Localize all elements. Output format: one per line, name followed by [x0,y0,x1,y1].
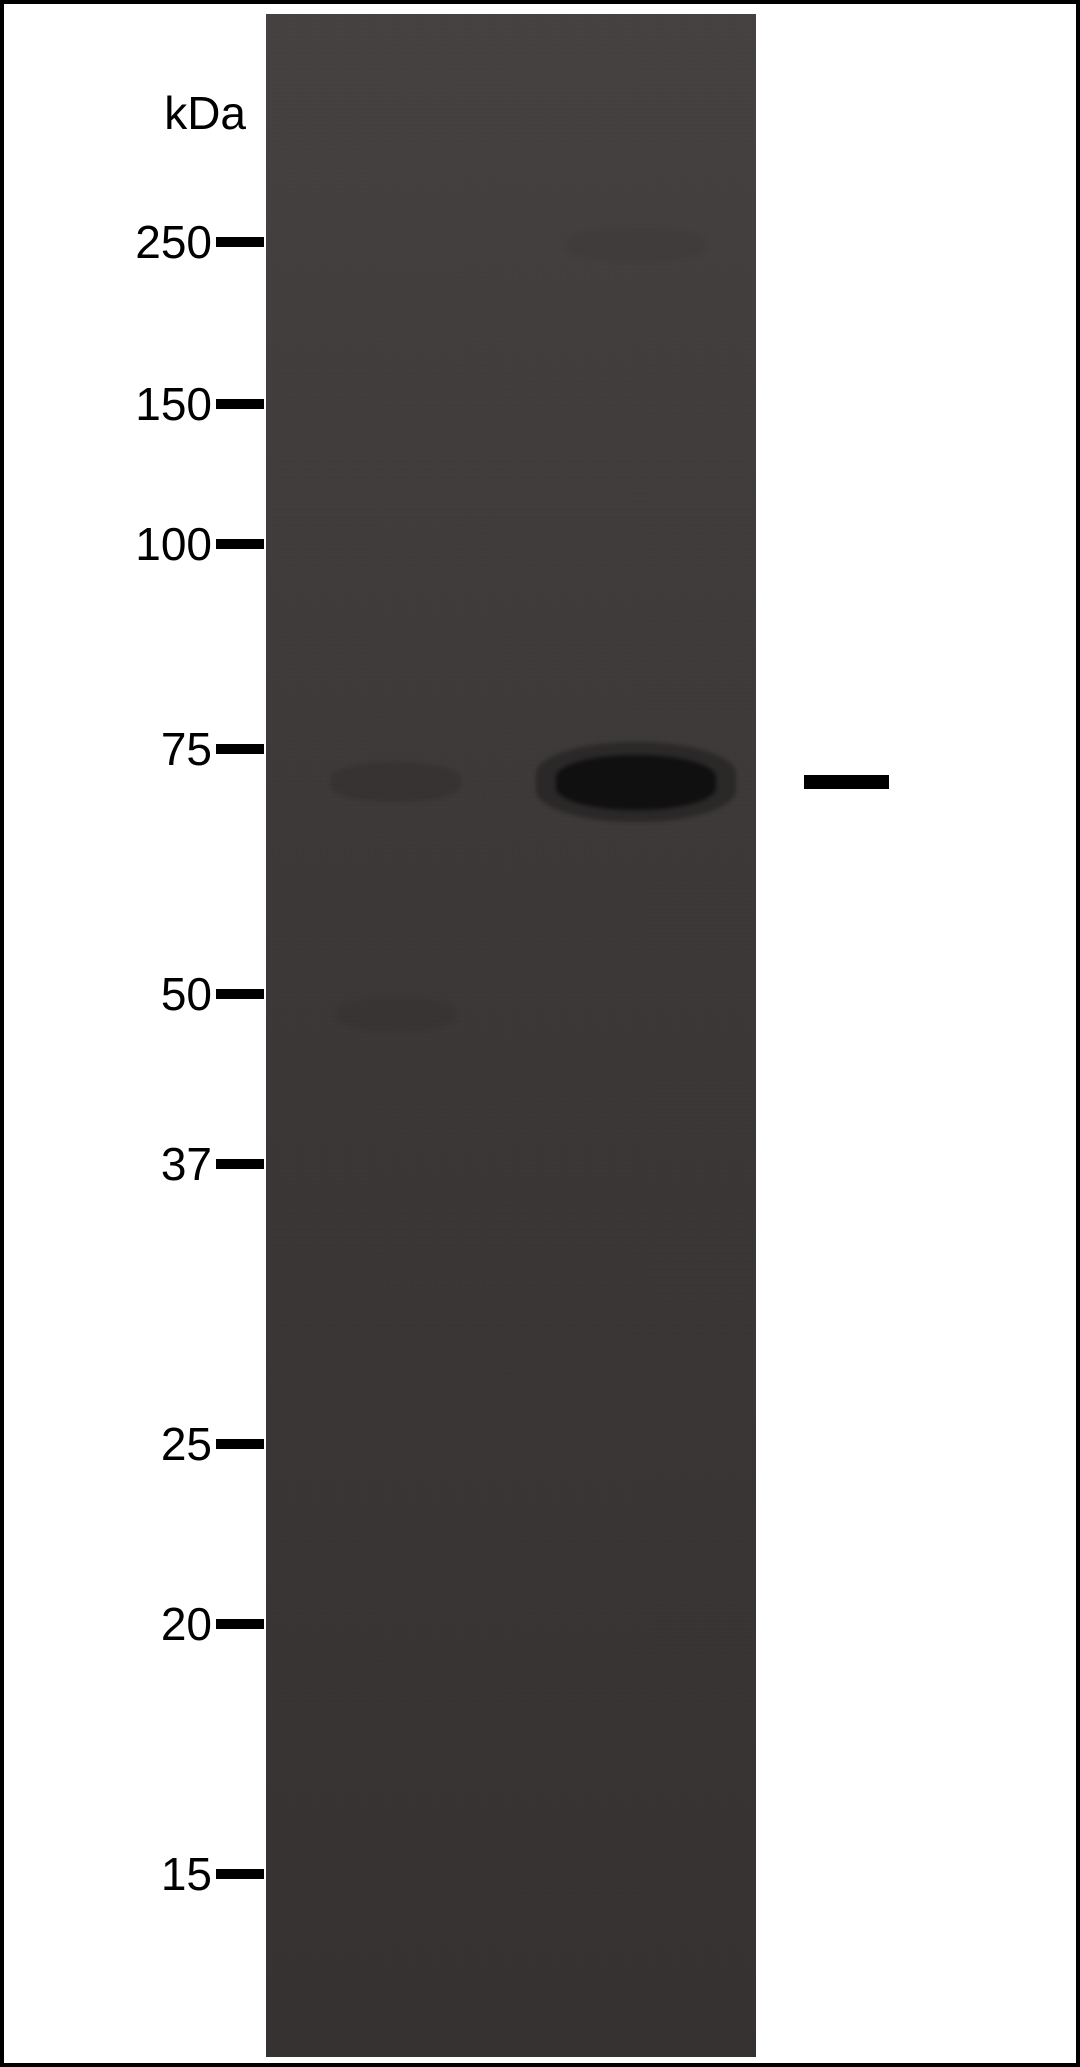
ladder-tick [216,237,264,247]
ladder-mark-250: 250 [4,219,264,265]
blot-lane-strip [266,14,756,2057]
ladder-value: 20 [161,1597,212,1651]
ladder-mark-75: 75 [4,726,264,772]
lane-noise [266,14,756,2057]
main-band-1 [536,742,736,822]
ladder-tick [216,744,264,754]
ladder-tick [216,399,264,409]
faint-band-1 [336,997,456,1032]
western-blot-figure: kDa 250 150 100 75 50 37 25 20 15 [0,0,1080,2067]
ladder-mark-50: 50 [4,971,264,1017]
ladder-value: 50 [161,967,212,1021]
ladder-value: 75 [161,722,212,776]
ladder-tick [216,1869,264,1879]
unit-label: kDa [164,86,246,140]
ladder-mark-20: 20 [4,1601,264,1647]
ladder-tick [216,539,264,549]
ladder-value: 150 [135,377,212,431]
ladder-mark-25: 25 [4,1421,264,1467]
ladder-tick [216,1619,264,1629]
ladder-value: 250 [135,215,212,269]
faint-band-0 [331,762,461,802]
ladder-tick [216,989,264,999]
ladder-value: 25 [161,1417,212,1471]
ladder-value: 100 [135,517,212,571]
ladder-tick [216,1159,264,1169]
ladder-mark-150: 150 [4,381,264,427]
ladder-mark-100: 100 [4,521,264,567]
ladder-mark-37: 37 [4,1141,264,1187]
target-band-indicator [804,775,889,789]
ladder-value: 37 [161,1137,212,1191]
faint-band-2 [566,227,706,262]
ladder-tick [216,1439,264,1449]
ladder-value: 15 [161,1847,212,1901]
ladder-mark-15: 15 [4,1851,264,1897]
